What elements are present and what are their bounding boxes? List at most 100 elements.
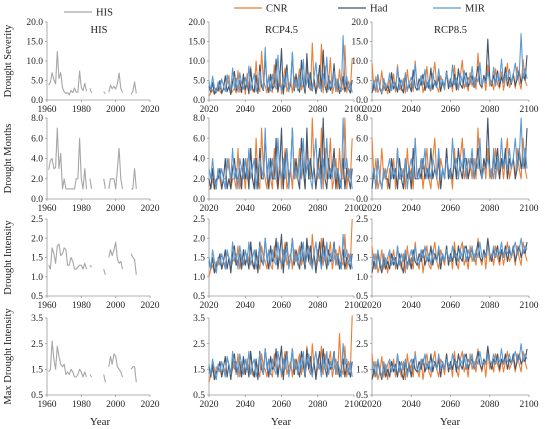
y-tick-label: 2.5 xyxy=(356,215,368,225)
x-axis-title-rcp45: Year xyxy=(271,416,292,428)
x-tick-label: 2100 xyxy=(520,204,539,214)
series-line-cnr xyxy=(371,127,528,190)
x-tick-label: 1960 xyxy=(38,301,57,311)
legend-his-label: HIS xyxy=(96,8,113,19)
x-tick-label: 2040 xyxy=(236,204,255,214)
panel-intensity-his: 0.5 1.0 1.5 2.0 2.5 1960 1980 2000 2020 Drought I… xyxy=(3,215,160,311)
legend-mir-label: MIR xyxy=(465,4,485,15)
y-tick-label: 0.0 xyxy=(193,96,205,106)
y-tick-label: 0.5 xyxy=(31,292,43,302)
y-tick-label: 0.0 xyxy=(193,195,205,205)
x-tick-label: 2020 xyxy=(141,400,160,410)
x-tick-label: 2080 xyxy=(480,400,499,410)
x-tick-label: 2020 xyxy=(363,204,382,214)
x-tick-label: 2020 xyxy=(200,204,219,214)
x-tick-label: 2060 xyxy=(441,105,460,115)
y-tick-label: 1.0 xyxy=(193,273,205,283)
legend-had-label: Had xyxy=(370,4,388,15)
x-tick-label: 2020 xyxy=(141,105,160,115)
y-tick-label: 2.5 xyxy=(193,340,205,350)
x-axis-title-his: Year xyxy=(90,416,111,428)
series-line-mir xyxy=(208,117,353,190)
series-line-mir xyxy=(208,35,353,94)
y-axis-title-severity: Drought Severity xyxy=(3,24,14,97)
y-tick-label: 0.5 xyxy=(356,292,368,302)
x-axis-title-rcp85: Year xyxy=(440,416,461,428)
y-tick-label: 1.5 xyxy=(193,366,205,376)
y-tick-label: 0.0 xyxy=(356,195,368,205)
series-line-his xyxy=(48,51,137,96)
series-line-mir xyxy=(371,33,528,94)
x-tick-label: 2000 xyxy=(106,105,125,115)
y-tick-label: 2.0 xyxy=(193,175,205,185)
panel-months-his: 0.0 2.0 4.0 6.0 8.0 1960 1980 2000 2020 Drought M… xyxy=(3,114,160,214)
x-tick-label: 2040 xyxy=(402,301,421,311)
x-tick-label: 2040 xyxy=(236,301,255,311)
y-tick-label: 10.0 xyxy=(188,57,205,67)
y-tick-label: 1.5 xyxy=(31,254,43,264)
panel-title-rcp85: RCP8.5 xyxy=(434,25,467,36)
y-tick-label: 3.5 xyxy=(193,314,205,324)
x-tick-label: 2040 xyxy=(236,105,255,115)
x-tick-label: 2020 xyxy=(363,301,382,311)
x-tick-label: 1960 xyxy=(38,105,57,115)
x-tick-label: 2040 xyxy=(402,400,421,410)
x-tick-label: 2100 xyxy=(520,105,539,115)
series-line-mir xyxy=(371,343,528,378)
panel-title-his: HIS xyxy=(91,25,108,36)
legends: HIS CNR Had MIR xyxy=(64,4,485,19)
series-line-his xyxy=(48,340,137,383)
x-tick-label: 2060 xyxy=(441,400,460,410)
y-tick-label: 10.0 xyxy=(351,57,368,67)
x-tick-label: 2080 xyxy=(308,400,327,410)
y-tick-label: 2.0 xyxy=(193,234,205,244)
y-tick-label: 15.0 xyxy=(26,38,43,48)
x-tick-label: 1980 xyxy=(72,204,91,214)
y-tick-label: 8.0 xyxy=(31,114,43,124)
x-tick-label: 2100 xyxy=(345,105,364,115)
x-tick-label: 2100 xyxy=(345,400,364,410)
y-tick-label: 4.0 xyxy=(193,155,205,165)
x-tick-label: 2080 xyxy=(308,105,327,115)
series-line-mir xyxy=(208,233,353,274)
x-tick-label: 2060 xyxy=(272,400,291,410)
x-tick-label: 2060 xyxy=(272,105,291,115)
x-tick-label: 2080 xyxy=(480,204,499,214)
x-tick-label: 2020 xyxy=(141,204,160,214)
y-tick-label: 15.0 xyxy=(188,38,205,48)
y-tick-label: 0.0 xyxy=(31,96,43,106)
series-line-his xyxy=(48,241,137,275)
x-tick-label: 2080 xyxy=(480,301,499,311)
y-tick-label: 2.5 xyxy=(31,340,43,350)
panel-max-intensity-his: 0.5 1.5 2.5 3.5 1960 1980 2000 2020 Max Drought … xyxy=(3,308,160,410)
y-tick-label: 20.0 xyxy=(26,18,43,28)
x-tick-label: 2000 xyxy=(106,301,125,311)
y-tick-label: 5.0 xyxy=(31,77,43,87)
x-tick-label: 2080 xyxy=(308,301,327,311)
panel-severity-his: 0.0 5.0 10.0 15.0 20.0 1960 1980 2000 2020 Drough… xyxy=(3,18,160,115)
y-tick-label: 0.5 xyxy=(31,391,43,401)
y-tick-label: 4.0 xyxy=(31,155,43,165)
y-tick-label: 5.0 xyxy=(193,77,205,87)
panel-months-rcp45: 0.0 2.0 4.0 6.0 8.0 2020 2040 2060 2080 2100 xyxy=(193,114,364,214)
y-tick-label: 4.0 xyxy=(356,155,368,165)
y-tick-label: 2.0 xyxy=(31,234,43,244)
y-tick-label: 8.0 xyxy=(193,114,205,124)
y-tick-label: 0.0 xyxy=(356,96,368,106)
x-tick-label: 2080 xyxy=(480,105,499,115)
x-tick-label: 2040 xyxy=(402,204,421,214)
y-axis-title-intensity: Drought Intensity xyxy=(3,220,14,295)
y-tick-label: 20.0 xyxy=(351,18,368,28)
y-tick-label: 0.5 xyxy=(193,391,205,401)
y-tick-label: 0.0 xyxy=(31,195,43,205)
series-line-mir xyxy=(208,343,353,381)
y-tick-label: 2.5 xyxy=(356,340,368,350)
panel-max-intensity-rcp45: 0.5 1.5 2.5 3.5 2020 2040 2060 2080 2100 xyxy=(193,314,364,410)
y-tick-label: 2.0 xyxy=(356,234,368,244)
x-tick-label: 2060 xyxy=(441,204,460,214)
y-tick-label: 1.0 xyxy=(356,273,368,283)
x-tick-label: 1980 xyxy=(72,301,91,311)
y-tick-label: 1.5 xyxy=(31,366,43,376)
x-tick-label: 2020 xyxy=(141,301,160,311)
